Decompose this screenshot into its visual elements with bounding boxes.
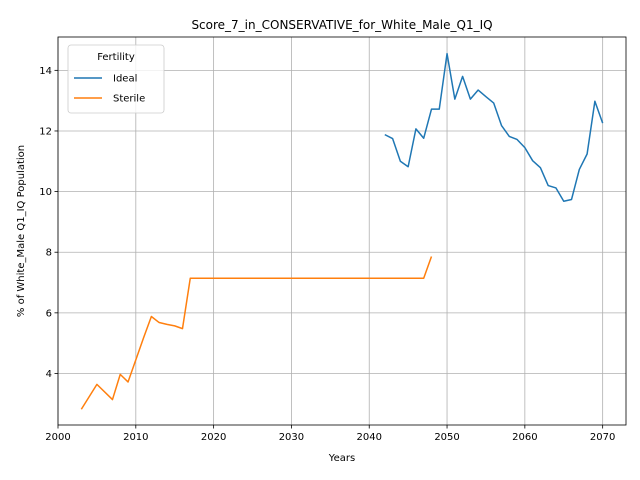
legend-title: Fertility bbox=[97, 52, 135, 63]
y-tick-label: 14 bbox=[39, 66, 52, 77]
legend: Fertility Ideal Sterile bbox=[67, 44, 165, 114]
axis-ticks: 2000 2010 2020 2030 2040 2050 2060 2070 4 6 8 10 12 1… bbox=[39, 66, 615, 443]
x-tick-label: 2050 bbox=[434, 432, 459, 443]
series-line-sterile bbox=[80, 256, 433, 410]
y-tick-label: 10 bbox=[39, 187, 52, 198]
series-line-ideal bbox=[384, 52, 604, 203]
y-tick-label: 6 bbox=[46, 308, 52, 319]
x-axis-title: Years bbox=[328, 453, 355, 464]
y-axis-title: % of White_Male Q1_IQ Population bbox=[16, 145, 27, 317]
legend-label-sterile: Sterile bbox=[113, 94, 145, 105]
y-tick-label: 4 bbox=[46, 369, 52, 380]
legend-label-ideal: Ideal bbox=[113, 74, 137, 85]
x-tick-label: 2020 bbox=[201, 432, 226, 443]
series-layer bbox=[80, 52, 604, 410]
x-tick-label: 2000 bbox=[45, 432, 70, 443]
x-tick-label: 2010 bbox=[123, 432, 148, 443]
x-tick-label: 2030 bbox=[279, 432, 304, 443]
x-tick-label: 2040 bbox=[357, 432, 382, 443]
grid bbox=[57, 37, 626, 425]
y-tick-label: 8 bbox=[46, 248, 52, 259]
chart-title: Score_7_in_CONSERVATIVE_for_White_Male_Q… bbox=[191, 18, 492, 32]
x-tick-label: 2070 bbox=[590, 432, 615, 443]
plot-frame bbox=[57, 36, 627, 426]
legend-box bbox=[67, 44, 165, 114]
x-tick-label: 2060 bbox=[512, 432, 537, 443]
y-tick-label: 12 bbox=[39, 126, 52, 137]
